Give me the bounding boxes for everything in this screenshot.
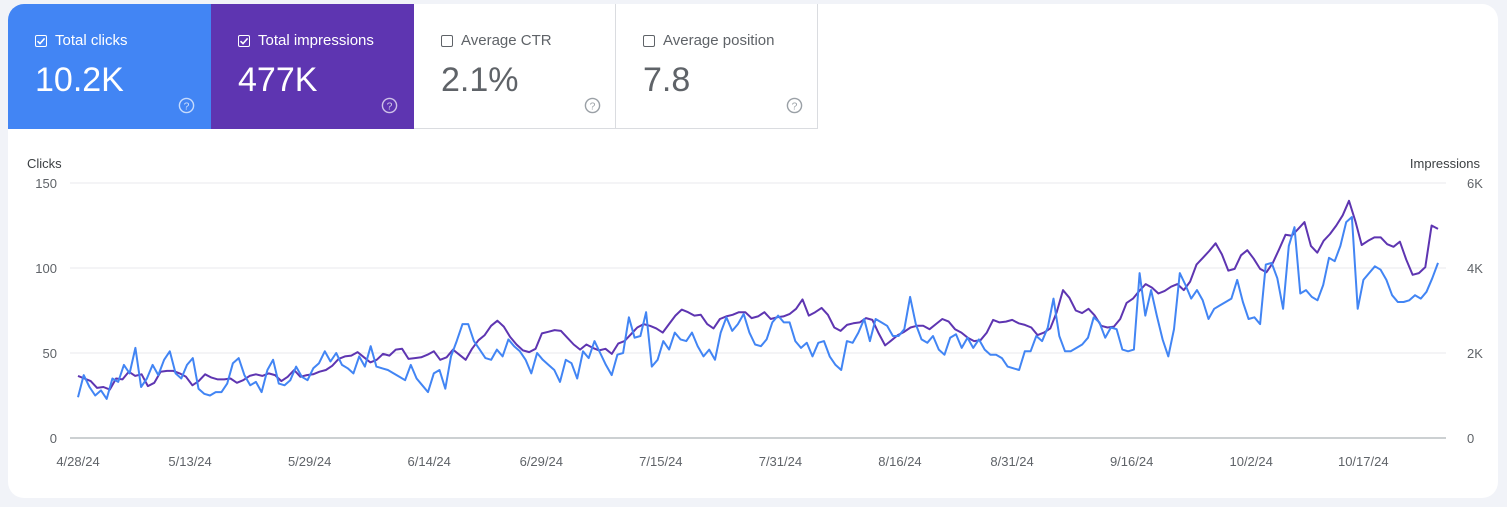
y-tick-right: 6K (1467, 176, 1483, 191)
x-tick-label: 6/29/24 (520, 454, 563, 469)
metric-total-impressions[interactable]: Total impressions 477K ? (211, 4, 414, 129)
checkbox-checked-icon[interactable] (238, 34, 250, 47)
metric-label: Average position (663, 32, 775, 49)
metric-label: Total impressions (258, 32, 374, 49)
svg-text:?: ? (387, 101, 393, 112)
help-icon[interactable]: ? (786, 97, 803, 114)
metric-value: 2.1% (441, 61, 519, 99)
help-icon[interactable]: ? (381, 97, 398, 114)
metric-label: Average CTR (461, 32, 552, 49)
help-icon[interactable]: ? (584, 97, 601, 114)
y-tick-left: 0 (50, 431, 57, 446)
performance-card: Total clicks 10.2K ? Total impressions 4… (8, 4, 1498, 498)
y-tick-right: 2K (1467, 346, 1483, 361)
x-tick-label: 8/31/24 (990, 454, 1033, 469)
impressions-line (77, 199, 1439, 391)
metric-value: 10.2K (35, 61, 124, 99)
help-icon[interactable]: ? (178, 97, 195, 114)
y-tick-left: 50 (43, 346, 57, 361)
x-tick-label: 8/16/24 (878, 454, 921, 469)
checkbox-unchecked-icon[interactable] (643, 34, 655, 47)
checkbox-checked-icon[interactable] (35, 34, 47, 47)
x-tick-label: 7/31/24 (759, 454, 802, 469)
y-axis-left-title: Clicks (27, 156, 62, 171)
x-tick-label: 10/2/24 (1229, 454, 1272, 469)
x-tick-label: 7/15/24 (639, 454, 682, 469)
performance-chart[interactable]: 0 0 50 2K 100 4K 150 6K 4/28/24 5/13/24 5/29/24 6/1… (8, 4, 1498, 498)
x-tick-label: 9/16/24 (1110, 454, 1153, 469)
x-tick-label: 6/14/24 (408, 454, 451, 469)
metric-average-ctr[interactable]: Average CTR 2.1% ? (414, 4, 616, 129)
metric-average-position[interactable]: Average position 7.8 ? (616, 4, 818, 129)
metric-value: 7.8 (643, 61, 691, 99)
y-tick-left: 100 (35, 261, 57, 276)
metric-tabs: Total clicks 10.2K ? Total impressions 4… (8, 4, 818, 129)
svg-text:?: ? (792, 101, 798, 112)
checkbox-unchecked-icon[interactable] (441, 34, 453, 47)
metric-label: Total clicks (55, 32, 128, 49)
x-tick-label: 4/28/24 (56, 454, 99, 469)
y-tick-left: 150 (35, 176, 57, 191)
x-tick-label: 5/29/24 (288, 454, 331, 469)
svg-text:?: ? (184, 101, 190, 112)
metric-total-clicks[interactable]: Total clicks 10.2K ? (8, 4, 211, 129)
y-axis-right-title: Impressions (1409, 156, 1480, 171)
y-tick-right: 0 (1467, 431, 1474, 446)
x-tick-label: 5/13/24 (168, 454, 211, 469)
svg-text:?: ? (590, 101, 596, 112)
metric-value: 477K (238, 61, 318, 99)
x-tick-label: 10/17/24 (1338, 454, 1389, 469)
clicks-line (77, 216, 1439, 400)
y-tick-right: 4K (1467, 261, 1483, 276)
